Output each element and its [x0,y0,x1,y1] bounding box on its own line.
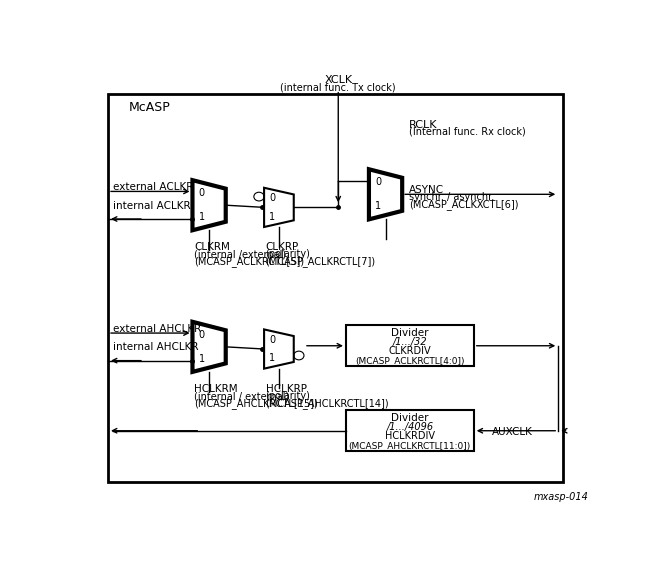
Text: RCLK: RCLK [409,119,438,130]
Text: Divider: Divider [391,413,428,423]
Text: (MCASP_ACLKRCTL[7]): (MCASP_ACLKRCTL[7]) [265,256,376,267]
Text: 1: 1 [199,354,205,364]
Bar [108,94,564,482]
Text: synchr. / asynchr.: synchr. / asynchr. [409,192,494,203]
Text: ASYNC: ASYNC [409,185,444,195]
Text: HCLKRDIV: HCLKRDIV [385,431,435,441]
Text: (polarity): (polarity) [265,250,310,259]
Text: /1.../4096: /1.../4096 [386,422,434,432]
Text: (polarity): (polarity) [265,391,310,401]
Text: internal ACLKR: internal ACLKR [114,200,191,211]
Text: 0: 0 [199,330,205,340]
Text: external AHCLKR: external AHCLKR [114,324,201,333]
Text: CLKRP: CLKRP [265,242,299,252]
Text: CLKRDIV: CLKRDIV [389,346,431,355]
Text: HCLKRM: HCLKRM [194,384,238,394]
Bar [346,325,474,366]
Text: 1: 1 [199,212,205,222]
Text: 0: 0 [269,335,275,345]
Text: internal AHCLKR: internal AHCLKR [114,342,199,352]
Text: (internal /external): (internal /external) [194,250,286,259]
Text: (MCASP_AHCLKRCTL[15]): (MCASP_AHCLKRCTL[15]) [194,397,317,409]
Text: 0: 0 [269,193,275,203]
Text: (internal func. Tx clock): (internal func. Tx clock) [280,82,396,92]
Text: AUXCLK: AUXCLK [492,427,533,437]
Text: (Internal func. Rx clock): (Internal func. Rx clock) [409,127,525,137]
Text: mxasp-014: mxasp-014 [534,492,589,502]
Text: (MCASP_ACLKXCTL[6]): (MCASP_ACLKXCTL[6]) [409,199,518,210]
Text: 1: 1 [269,212,275,222]
Text: /1.../32: /1.../32 [393,337,427,346]
Text: 1: 1 [269,353,275,363]
Text: (MCASP_AHCLKRCTL[11:0]): (MCASP_AHCLKRCTL[11:0]) [348,441,471,450]
Text: XCLK: XCLK [324,75,352,85]
Text: (MCASP_ACLKRCTL[4:0]): (MCASP_ACLKRCTL[4:0]) [355,356,465,365]
Text: 1: 1 [375,201,381,211]
Bar [346,410,474,452]
Text: CLKRM: CLKRM [194,242,230,252]
Text: (MCASP_AHCLKRCTL[14]): (MCASP_AHCLKRCTL[14]) [265,397,389,409]
Text: Divider: Divider [391,328,428,338]
Text: McASP: McASP [129,101,170,114]
Text: (internal / external): (internal / external) [194,391,289,401]
Text: 0: 0 [375,177,381,187]
Text: HCLKRP: HCLKRP [265,384,307,394]
Text: 0: 0 [199,188,205,198]
Text: external ACLKR: external ACLKR [114,182,193,192]
Text: (MCASP_ACLKRCTL[5]): (MCASP_ACLKRCTL[5]) [194,256,304,267]
